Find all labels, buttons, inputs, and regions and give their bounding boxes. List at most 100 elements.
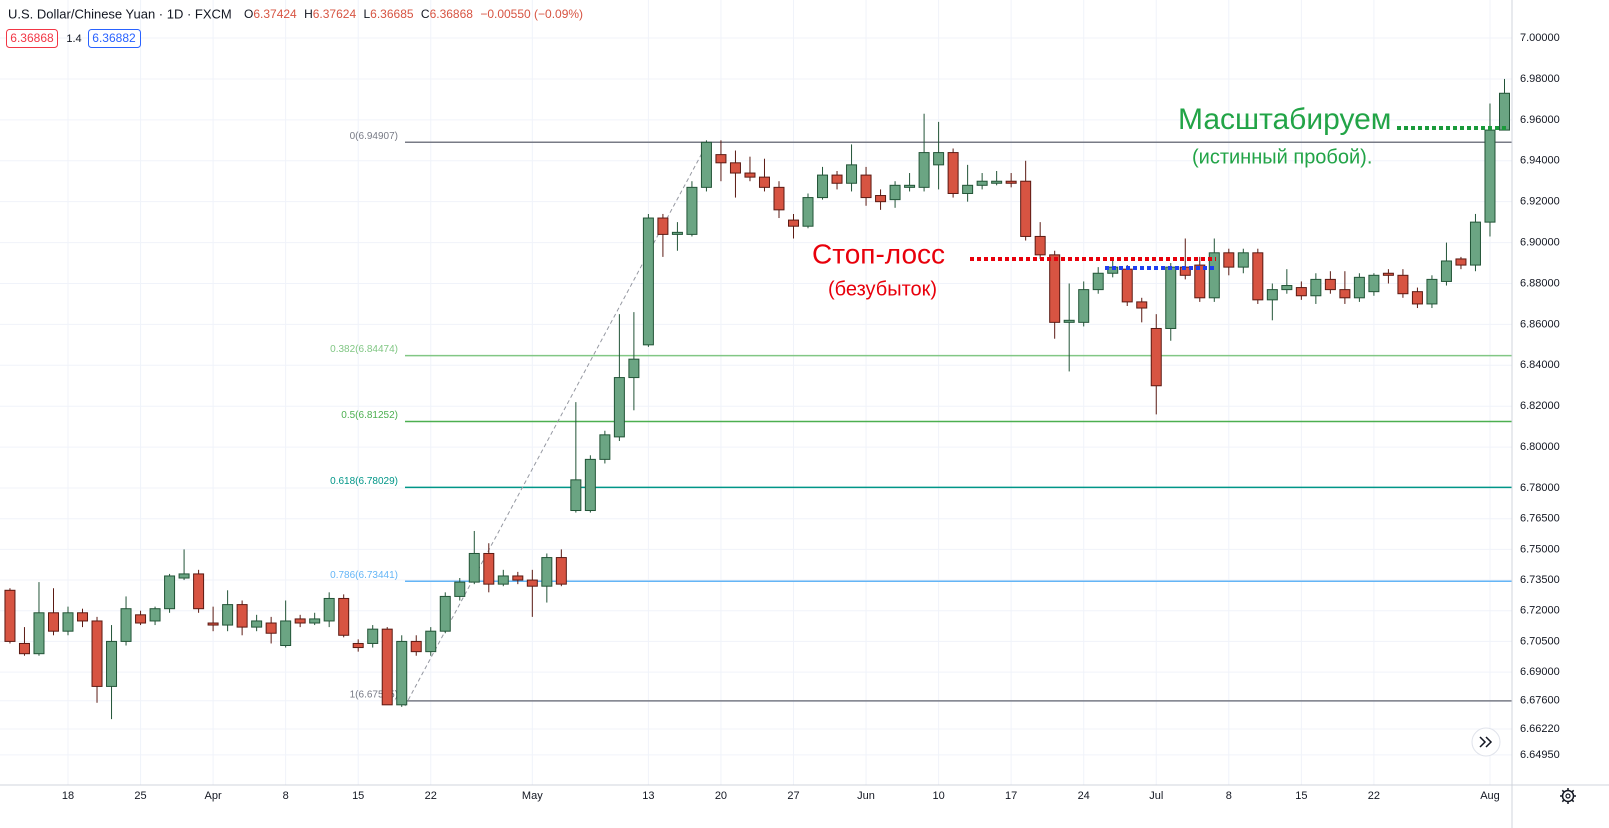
candle-body xyxy=(599,434,611,460)
candle-body xyxy=(193,573,205,610)
candle-body xyxy=(1455,258,1467,266)
fib-label: 0.5(6.81252) xyxy=(341,410,398,421)
y-tick-label: 6.84000 xyxy=(1520,359,1560,371)
candle-body xyxy=(831,174,843,184)
candle-body xyxy=(47,612,59,632)
candle-body xyxy=(425,630,437,653)
candle-body xyxy=(410,640,422,653)
candle-body xyxy=(1411,291,1423,305)
candle-body xyxy=(729,162,741,174)
y-tick-label: 6.72000 xyxy=(1520,605,1560,617)
ohlc-value: 6.36685 xyxy=(370,7,414,21)
y-tick-label: 6.86000 xyxy=(1520,318,1560,330)
y-tick-label: 6.96000 xyxy=(1520,114,1560,126)
candle-body xyxy=(135,614,147,624)
y-tick-label: 6.82000 xyxy=(1520,400,1560,412)
candles xyxy=(4,78,1510,720)
x-tick-label: 8 xyxy=(1226,790,1232,802)
candle-body xyxy=(4,589,16,642)
candle-body xyxy=(933,152,945,166)
candle-body xyxy=(1194,264,1206,299)
x-tick-label: 17 xyxy=(1005,790,1017,802)
candle-body xyxy=(483,552,495,585)
y-tick-label: 6.69000 xyxy=(1520,666,1560,678)
fib-label: 0(6.94907) xyxy=(350,131,398,142)
candle-body xyxy=(802,197,814,227)
candle-body xyxy=(526,579,538,587)
gear-center[interactable] xyxy=(1565,793,1571,799)
candle-body xyxy=(947,152,959,194)
candle-body xyxy=(904,184,916,188)
candle-body xyxy=(222,604,234,626)
change: −0.00550 (−0.09%) xyxy=(480,7,583,21)
time-axis xyxy=(0,785,1609,828)
candle-body xyxy=(454,581,466,597)
ohlc-value: 6.36868 xyxy=(430,7,474,21)
candle-body xyxy=(788,219,799,227)
candle-body xyxy=(1049,254,1061,323)
candle-body xyxy=(1237,252,1249,268)
x-tick-label: 10 xyxy=(932,790,944,802)
candle-body xyxy=(352,642,364,649)
candle-body xyxy=(1005,180,1017,184)
candle-body xyxy=(18,642,30,655)
x-tick-label: 27 xyxy=(787,790,799,802)
candle-body xyxy=(1121,268,1133,303)
ask-button[interactable] xyxy=(88,29,141,48)
candle-body xyxy=(962,184,974,194)
x-tick-label: 24 xyxy=(1078,790,1090,802)
candle-body xyxy=(976,180,988,186)
spread: 1.4 xyxy=(66,33,81,45)
annotation: Стоп-лосс xyxy=(812,238,945,269)
x-tick-label: 22 xyxy=(425,790,437,802)
candle-body xyxy=(512,575,524,581)
gear-teeth[interactable] xyxy=(1560,788,1576,804)
candle-body xyxy=(671,231,683,235)
y-tick-label: 6.92000 xyxy=(1520,196,1560,208)
ohlc-legend: O6.37424 H6.37624 L6.36685 C6.36868 −0.0… xyxy=(244,7,583,21)
scroll-icon[interactable] xyxy=(1479,736,1493,748)
settings[interactable] xyxy=(1560,788,1576,804)
candle-body xyxy=(555,557,567,585)
ask-price[interactable]: 6.36882 xyxy=(92,31,136,45)
gear-ring[interactable] xyxy=(1561,789,1575,803)
candle-body xyxy=(381,628,393,706)
candle-body xyxy=(468,552,480,583)
y-tick-label: 6.80000 xyxy=(1520,441,1560,453)
candle-body xyxy=(207,622,219,626)
y-tick-label: 6.76500 xyxy=(1520,513,1560,525)
y-tick-label: 7.00000 xyxy=(1520,32,1560,44)
candle-body xyxy=(1223,252,1235,268)
candle-body xyxy=(1310,278,1322,297)
bid-button[interactable] xyxy=(6,29,58,48)
y-tick-label: 6.67600 xyxy=(1520,695,1560,707)
candle-body xyxy=(236,604,248,628)
y-tick-label: 6.75000 xyxy=(1520,543,1560,555)
candle-body xyxy=(1382,272,1394,276)
candle-body xyxy=(541,557,553,587)
grid xyxy=(0,0,1512,785)
fib-label: 0.618(6.78029) xyxy=(330,476,398,487)
candle-body xyxy=(758,176,770,188)
candle-body xyxy=(1426,278,1438,305)
candle-body xyxy=(613,377,625,438)
y-tick-label: 6.70500 xyxy=(1520,635,1560,647)
candle-body xyxy=(744,172,756,178)
ohlc-key: L xyxy=(363,7,370,21)
candle-body xyxy=(323,597,335,622)
annotation: Масштабируем xyxy=(1178,103,1391,136)
candle-body xyxy=(1440,260,1452,282)
bid-price[interactable]: 6.36868 xyxy=(10,31,54,45)
y-tick-label: 6.88000 xyxy=(1520,277,1560,289)
candle-body xyxy=(1397,274,1409,295)
y-tick-label: 6.73500 xyxy=(1520,574,1560,586)
candle-body xyxy=(846,164,858,184)
x-tick-label: Apr xyxy=(205,790,222,802)
x-tick-label: 22 xyxy=(1368,790,1380,802)
fib-label: 0.382(6.84474) xyxy=(330,344,398,355)
x-tick-label: 25 xyxy=(134,790,146,802)
ohlc-value: 6.37424 xyxy=(253,7,297,21)
x-tick-label: Jun xyxy=(857,790,875,802)
candle-body xyxy=(584,458,596,512)
